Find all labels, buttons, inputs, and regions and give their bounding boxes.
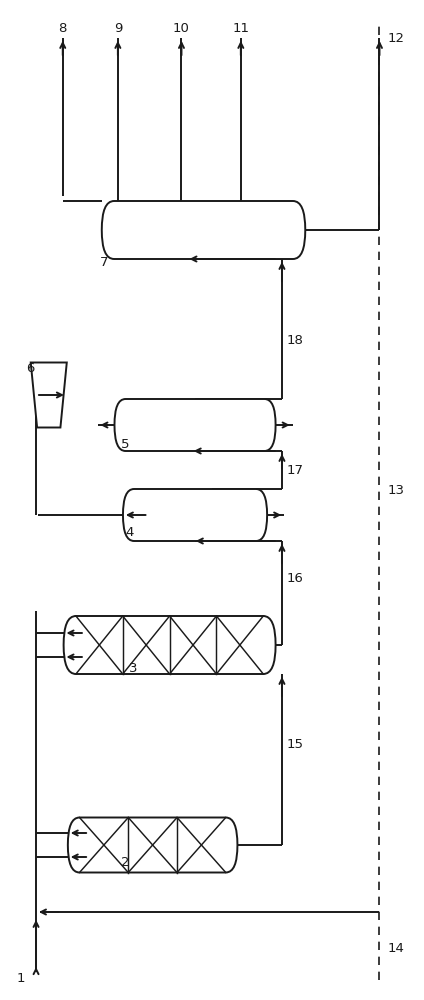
- Text: 6: 6: [26, 361, 35, 374]
- Text: 17: 17: [286, 464, 303, 477]
- FancyBboxPatch shape: [114, 399, 276, 451]
- Text: 16: 16: [286, 572, 303, 584]
- Text: 14: 14: [388, 942, 405, 954]
- Text: 8: 8: [59, 21, 67, 34]
- Text: 3: 3: [129, 662, 138, 674]
- Text: 1: 1: [16, 972, 25, 984]
- Text: 18: 18: [286, 334, 303, 347]
- FancyBboxPatch shape: [68, 818, 237, 872]
- Text: 2: 2: [121, 856, 129, 868]
- Text: 11: 11: [232, 21, 249, 34]
- Text: 10: 10: [173, 21, 190, 34]
- FancyBboxPatch shape: [102, 201, 305, 259]
- Text: 12: 12: [388, 31, 405, 44]
- Text: 15: 15: [286, 738, 303, 752]
- Text: 13: 13: [388, 484, 405, 496]
- Polygon shape: [31, 362, 67, 428]
- Text: 9: 9: [114, 21, 122, 34]
- Text: 4: 4: [125, 526, 134, 538]
- FancyBboxPatch shape: [123, 489, 267, 541]
- Text: 5: 5: [121, 438, 129, 452]
- FancyBboxPatch shape: [64, 616, 276, 674]
- Text: 7: 7: [100, 255, 108, 268]
